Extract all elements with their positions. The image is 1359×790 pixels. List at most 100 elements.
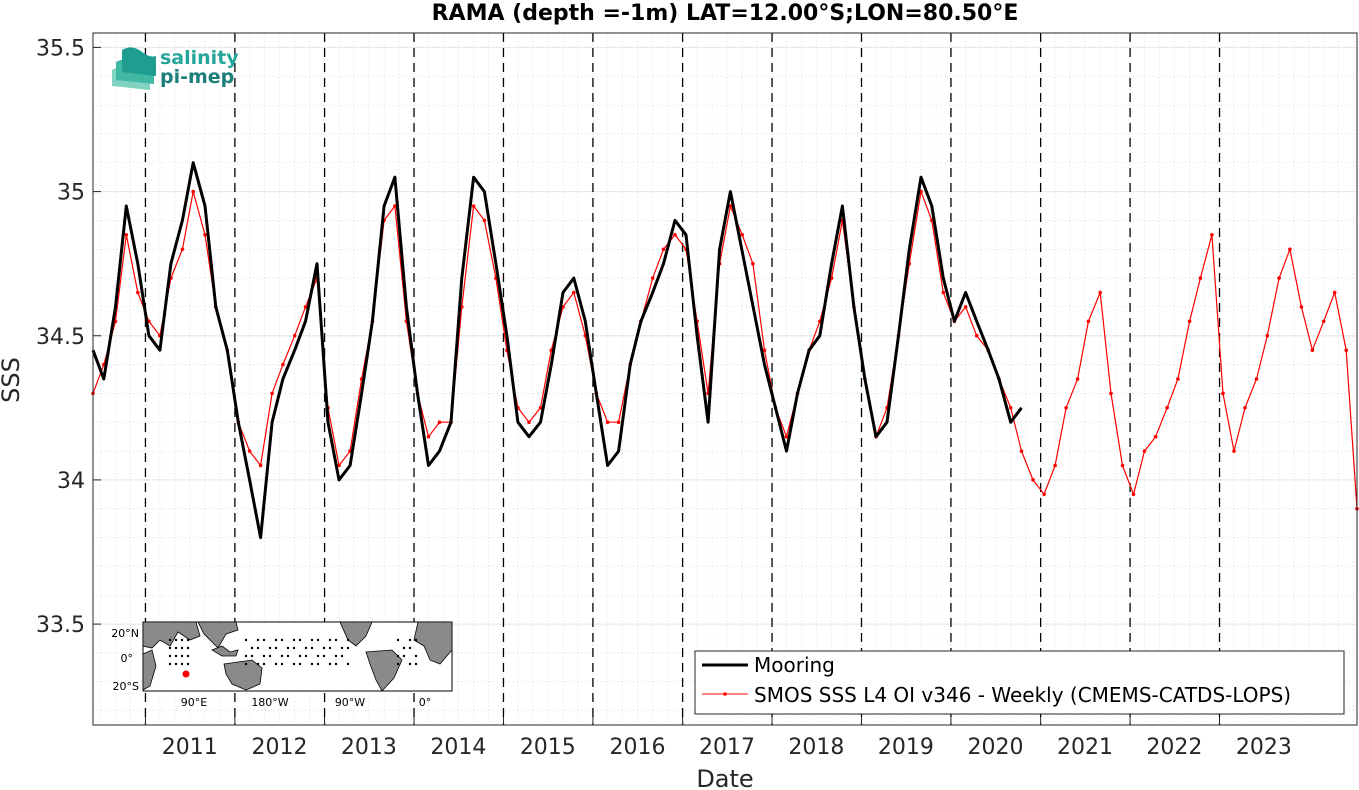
data-point-smos — [1243, 406, 1247, 410]
data-point-smos — [1165, 406, 1169, 410]
land-asia-africa — [142, 621, 201, 649]
data-point-smos — [1344, 348, 1348, 353]
data-point-smos — [1265, 333, 1270, 338]
buoy-dot — [334, 654, 338, 658]
y-tick-label: 34.5 — [36, 325, 85, 350]
buoy-dot — [402, 654, 406, 658]
land-indonesia — [211, 645, 239, 657]
buoy-dot — [256, 662, 260, 666]
buoy-dot — [304, 646, 308, 650]
buoy-dot — [328, 646, 332, 650]
inset-lon-label-90e: 90°E — [181, 696, 207, 709]
buoy-dot — [280, 638, 284, 642]
x-tick-label: 2019 — [878, 735, 934, 760]
data-point-smos — [136, 290, 140, 295]
data-point-smos — [303, 305, 308, 309]
x-tick-label: 2015 — [520, 735, 576, 760]
data-point-smos — [1176, 377, 1180, 381]
legend-box — [694, 650, 1345, 715]
mooring-array-dots — [168, 638, 418, 666]
buoy-dot — [334, 662, 338, 666]
buoy-dot — [286, 646, 290, 650]
legend-label-smos: SMOS SSS L4 OI v346 - Weekly (CMEMS-CATD… — [754, 683, 1291, 707]
inset-lon-label-90w: 90°W — [335, 696, 365, 709]
inset-lat-label-20n: 20°N — [111, 627, 139, 640]
legend: Mooring SMOS SSS L4 OI v346 - Weekly (CM… — [694, 650, 1345, 715]
buoy-dot — [408, 662, 412, 666]
y-tick-label: 35 — [57, 181, 85, 206]
buoy-dot — [292, 638, 296, 642]
buoy-dot — [186, 646, 190, 650]
legend-label-mooring: Mooring — [754, 653, 835, 677]
data-point-smos — [661, 247, 666, 252]
series-line-mooring — [91, 161, 1023, 540]
data-point-smos — [1310, 348, 1315, 353]
buoy-dot — [298, 638, 302, 642]
data-point-smos — [572, 290, 576, 295]
buoy-dot — [304, 654, 308, 658]
y-axis-title: SSS — [0, 357, 25, 403]
data-point-smos — [1075, 377, 1080, 381]
data-point-smos — [1187, 319, 1192, 324]
buoy-dot — [402, 646, 406, 650]
buoy-dot — [328, 638, 332, 642]
data-point-smos — [437, 420, 442, 425]
buoy-dot — [292, 662, 296, 666]
data-point-smos — [1221, 391, 1225, 396]
buoy-dot — [334, 638, 338, 642]
data-point-smos — [1131, 492, 1136, 497]
data-point-smos — [258, 463, 263, 468]
land-south-america — [365, 649, 403, 692]
y-axis: 33.5 34 34.5 35 35.5 — [36, 36, 101, 638]
buoy-dot — [340, 654, 344, 658]
buoy-dot — [310, 646, 314, 650]
buoy-dot — [174, 638, 178, 642]
buoy-dot — [414, 638, 418, 642]
buoy-dot — [298, 662, 302, 666]
data-point-smos — [650, 276, 655, 280]
buoy-dot — [316, 638, 320, 642]
data-point-smos — [728, 204, 733, 208]
data-point-smos — [1109, 391, 1113, 396]
y-tick-label: 35.5 — [36, 36, 85, 61]
series-line-smos — [92, 191, 1358, 509]
buoy-dot — [340, 646, 344, 650]
buoy-dot — [396, 662, 400, 666]
inset-lon-label-180w: 180°W — [251, 696, 288, 709]
buoy-dot — [174, 654, 178, 658]
year-boundary-lines — [144, 33, 1221, 725]
buoy-dot — [268, 646, 272, 650]
data-point-smos — [1042, 492, 1046, 497]
data-point-smos — [1299, 305, 1304, 309]
data-point-smos — [124, 233, 129, 237]
buoy-dot — [180, 654, 184, 658]
data-point-smos — [1031, 478, 1035, 482]
buoy-dot — [408, 638, 412, 642]
buoy-dot — [174, 646, 178, 650]
buoy-dot — [274, 638, 278, 642]
x-tick-label: 2020 — [968, 735, 1024, 760]
buoy-dot — [316, 662, 320, 666]
buoy-dot — [256, 646, 260, 650]
buoy-dot — [408, 646, 412, 650]
buoy-dot — [322, 654, 326, 658]
land-africa-south — [142, 649, 157, 691]
buoy-dot — [168, 638, 172, 642]
x-axis: 2011 2012 2013 2014 2015 2016 2017 2018 2019 2020… — [144, 717, 1292, 760]
buoy-dot — [328, 662, 332, 666]
land-australia — [223, 659, 263, 691]
buoy-dot — [414, 662, 418, 666]
x-tick-label: 2021 — [1057, 735, 1113, 760]
x-tick-label: 2012 — [251, 735, 307, 760]
data-point-smos — [1098, 290, 1102, 295]
data-point-smos — [1254, 377, 1259, 381]
mooring-location-marker — [182, 670, 190, 678]
data-point-smos — [673, 233, 677, 237]
buoy-dot — [310, 662, 314, 666]
data-point-smos — [751, 261, 755, 266]
buoy-dot — [262, 654, 266, 658]
buoy-dot — [168, 662, 172, 666]
buoy-dot — [286, 654, 290, 658]
data-point-smos — [1120, 463, 1125, 468]
x-tick-label: 2023 — [1236, 735, 1292, 760]
